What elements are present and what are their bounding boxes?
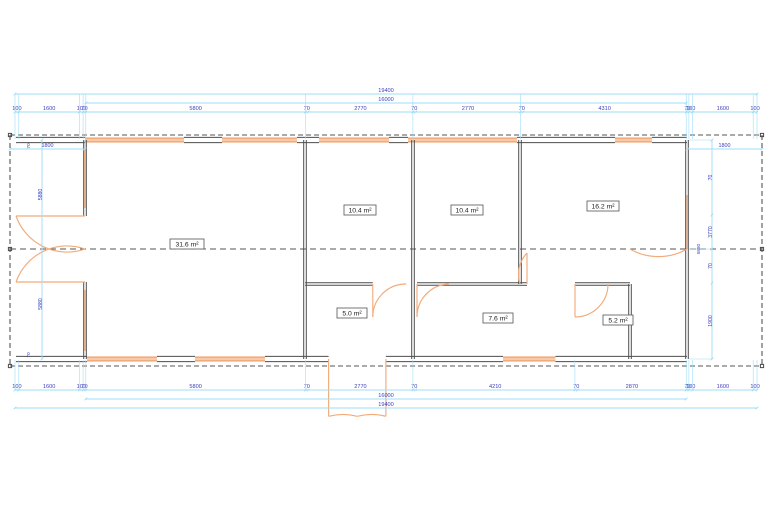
svg-text:70: 70 xyxy=(411,106,417,112)
svg-text:5880: 5880 xyxy=(38,298,44,310)
svg-text:10.4 m²: 10.4 m² xyxy=(455,207,479,214)
svg-text:1600: 1600 xyxy=(717,106,729,112)
svg-text:19400: 19400 xyxy=(378,88,394,94)
svg-text:5880: 5880 xyxy=(696,243,701,254)
svg-text:70: 70 xyxy=(26,352,32,358)
svg-text:5.2 m²: 5.2 m² xyxy=(608,317,628,324)
svg-text:70: 70 xyxy=(304,384,310,390)
svg-text:2770: 2770 xyxy=(354,106,366,112)
svg-text:70: 70 xyxy=(304,106,310,112)
svg-text:16.2 m²: 16.2 m² xyxy=(591,203,615,210)
svg-text:10.4 m²: 10.4 m² xyxy=(348,207,372,214)
svg-text:70: 70 xyxy=(81,106,87,112)
svg-text:100: 100 xyxy=(12,384,21,390)
svg-text:16000: 16000 xyxy=(378,97,394,103)
svg-text:1600: 1600 xyxy=(43,384,55,390)
svg-text:1800: 1800 xyxy=(719,143,731,149)
svg-text:3770: 3770 xyxy=(708,226,714,238)
svg-text:70: 70 xyxy=(519,106,525,112)
svg-text:70: 70 xyxy=(81,384,87,390)
svg-text:1900: 1900 xyxy=(708,315,714,327)
svg-text:70: 70 xyxy=(411,384,417,390)
svg-text:19400: 19400 xyxy=(378,402,394,408)
svg-text:4310: 4310 xyxy=(598,106,610,112)
svg-text:5880: 5880 xyxy=(38,189,44,201)
svg-text:2770: 2770 xyxy=(354,384,366,390)
svg-text:1800: 1800 xyxy=(42,143,54,149)
svg-text:16000: 16000 xyxy=(378,393,394,399)
svg-text:5.0 m²: 5.0 m² xyxy=(342,310,362,317)
svg-text:70: 70 xyxy=(708,263,714,269)
svg-text:4210: 4210 xyxy=(489,384,501,390)
svg-text:1600: 1600 xyxy=(43,106,55,112)
svg-text:100: 100 xyxy=(686,106,695,112)
svg-text:5800: 5800 xyxy=(189,384,201,390)
svg-text:100: 100 xyxy=(750,106,759,112)
svg-text:70: 70 xyxy=(26,143,32,149)
svg-text:2870: 2870 xyxy=(626,384,638,390)
svg-text:31.6 m²: 31.6 m² xyxy=(175,241,199,248)
svg-text:7.6 m²: 7.6 m² xyxy=(488,315,508,322)
svg-text:5800: 5800 xyxy=(189,106,201,112)
svg-text:70: 70 xyxy=(708,175,714,181)
svg-text:100: 100 xyxy=(750,384,759,390)
svg-text:100: 100 xyxy=(686,384,695,390)
svg-text:70: 70 xyxy=(573,384,579,390)
svg-text:2770: 2770 xyxy=(462,106,474,112)
svg-text:1600: 1600 xyxy=(717,384,729,390)
svg-text:100: 100 xyxy=(12,106,21,112)
